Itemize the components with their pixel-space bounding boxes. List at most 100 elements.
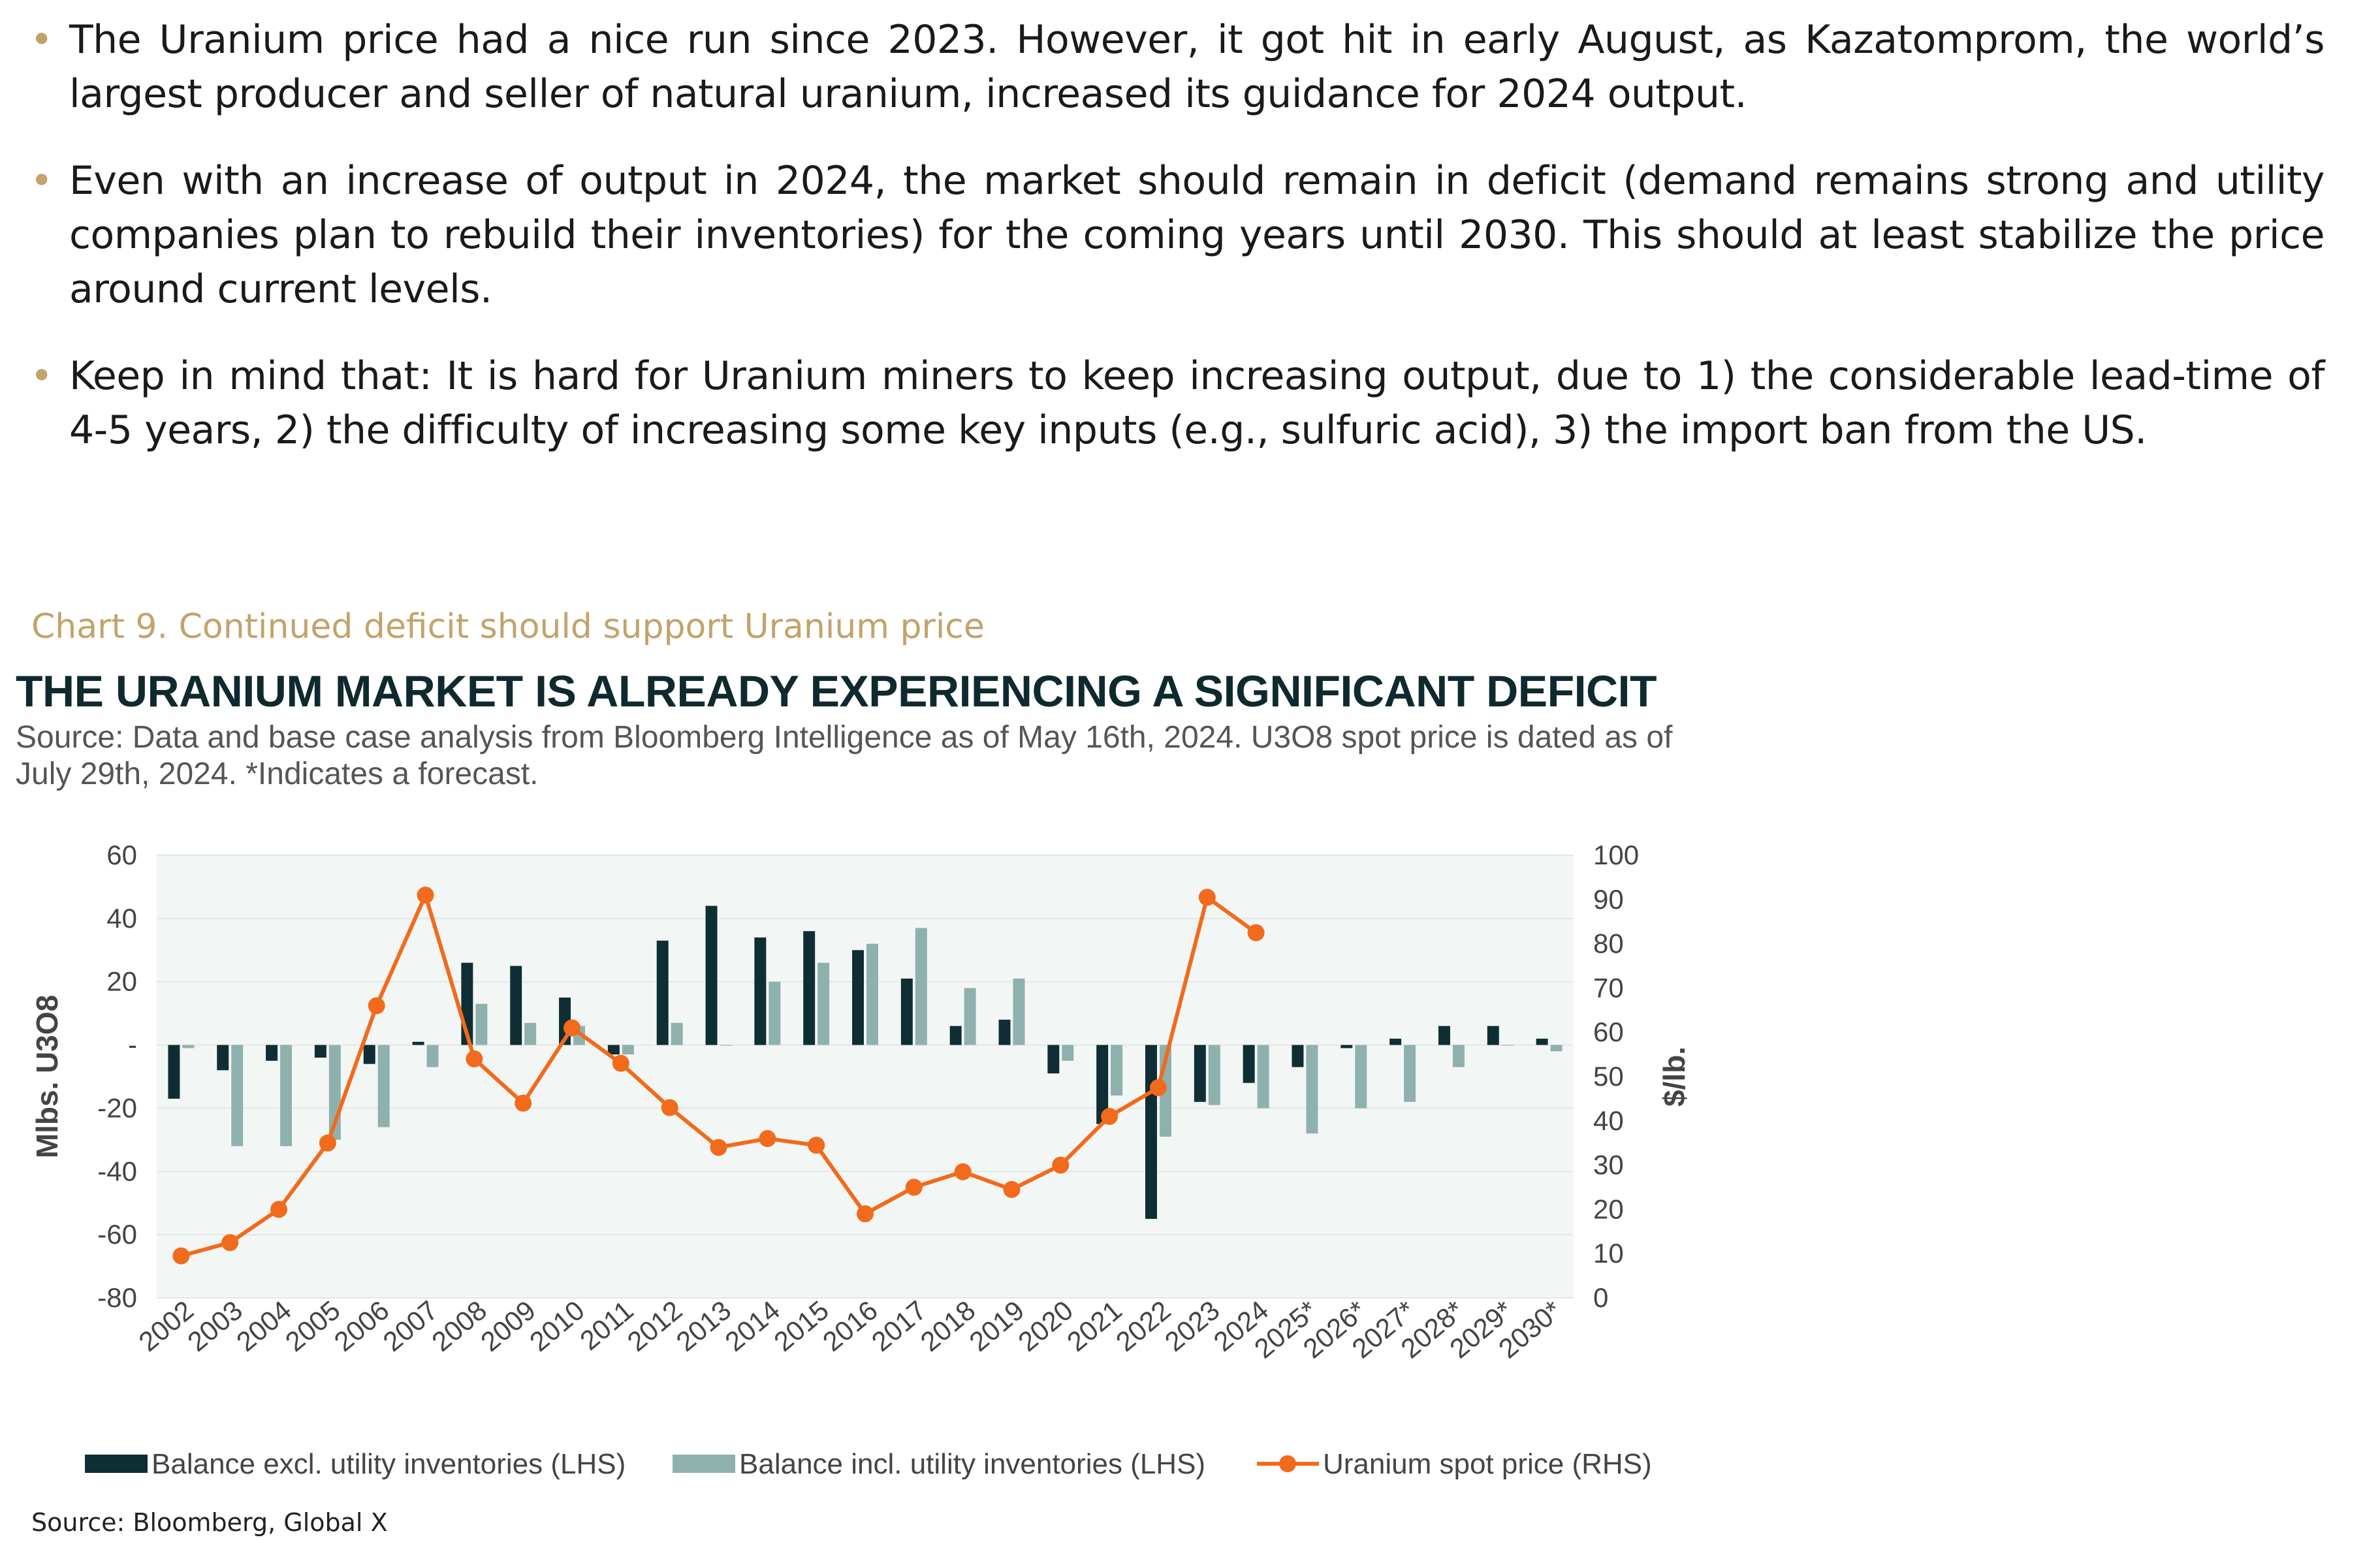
bar-balance-excl (1292, 1045, 1304, 1067)
chart-title: THE URANIUM MARKET IS ALREADY EXPERIENCI… (16, 667, 1657, 716)
bar-balance-incl (1550, 1045, 1563, 1052)
chart-subtitle: Source: Data and base case analysis from… (16, 720, 1673, 791)
left-tick-label: -60 (97, 1219, 137, 1250)
bar-balance-incl (817, 962, 830, 1045)
bar-balance-incl (1208, 1045, 1220, 1105)
right-tick-label: 80 (1593, 928, 1624, 959)
bar-balance-incl (231, 1045, 244, 1146)
x-tick-label: 2008 (426, 1295, 492, 1357)
x-tick-label: 2015 (768, 1295, 834, 1357)
bar-balance-excl (1438, 1026, 1450, 1045)
right-tick-label: 90 (1593, 884, 1624, 915)
bar-balance-incl (671, 1022, 683, 1045)
spot-price-point (319, 1134, 336, 1152)
bar-balance-incl (377, 1045, 390, 1128)
spot-price-point (221, 1234, 239, 1252)
bullet-dot-icon: • (30, 17, 53, 63)
legend-label-excl: Balance excl. utility inventories (LHS) (151, 1448, 626, 1480)
x-tick-label: 2010 (524, 1295, 590, 1357)
x-tick-label: 2002 (133, 1295, 199, 1357)
right-tick-label: 40 (1593, 1105, 1624, 1136)
bar-balance-excl (314, 1045, 326, 1058)
right-axis-title: $/lb. (1657, 1047, 1691, 1107)
bar-balance-excl (510, 966, 522, 1045)
spot-price-point (515, 1094, 532, 1112)
spot-price-point (661, 1099, 678, 1116)
bullet-list: • The Uranium price had a nice run since … (26, 13, 2325, 490)
bar-balance-excl (852, 950, 864, 1045)
spot-price-point (808, 1137, 825, 1154)
legend-swatch-excl (85, 1455, 148, 1473)
right-tick-label: 0 (1593, 1282, 1608, 1313)
bar-balance-excl (1389, 1038, 1402, 1045)
bar-balance-incl (1111, 1045, 1123, 1096)
legend-swatch-incl (673, 1455, 735, 1473)
x-tick-label: 2011 (574, 1295, 639, 1356)
bar-balance-incl (866, 943, 878, 1045)
bar-balance-excl (656, 940, 669, 1045)
bar-balance-excl (1487, 1026, 1499, 1045)
x-tick-label: 2003 (182, 1295, 248, 1357)
bullet-item: • The Uranium price had a nice run since … (26, 13, 2325, 121)
bar-balance-excl (1145, 1045, 1157, 1219)
bar-balance-incl (475, 1003, 488, 1045)
bar-balance-excl (1243, 1045, 1255, 1083)
bullet-dot-icon: • (30, 353, 53, 399)
spot-price-point (1003, 1180, 1021, 1198)
left-tick-label: 60 (106, 840, 137, 870)
bar-balance-excl (1047, 1045, 1060, 1074)
spot-price-point (759, 1129, 776, 1147)
spot-price-point (563, 1019, 581, 1037)
right-tick-label: 50 (1593, 1061, 1624, 1092)
legend-swatch-point (1279, 1455, 1296, 1472)
bar-balance-excl (266, 1045, 278, 1061)
spot-price-point (466, 1050, 483, 1067)
bar-balance-excl (705, 906, 718, 1045)
bar-balance-incl (182, 1045, 195, 1049)
left-tick-label: - (128, 1030, 137, 1060)
x-tick-label: 2004 (230, 1295, 297, 1357)
bar-balance-excl (1096, 1045, 1109, 1124)
bullet-text: Even with an increase of output in 2024,… (69, 158, 2325, 312)
bar-balance-incl (426, 1045, 439, 1067)
bar-balance-incl (1355, 1045, 1367, 1109)
spot-price-point (1052, 1156, 1070, 1174)
spot-price-point (1101, 1108, 1119, 1126)
x-tick-label: 2012 (622, 1295, 688, 1357)
bar-balance-incl (1306, 1045, 1318, 1134)
uranium-chart: 604020--20-40-60-80100908070605040302010… (30, 840, 1691, 1480)
bullet-item: • Keep in mind that: It is hard for Urani… (26, 349, 2325, 458)
right-tick-label: 20 (1593, 1193, 1624, 1224)
bar-balance-excl (949, 1026, 962, 1045)
right-tick-label: 100 (1593, 840, 1639, 870)
plot-area (157, 855, 1574, 1298)
x-tick-label: 2013 (671, 1295, 737, 1357)
bar-balance-excl (754, 937, 767, 1045)
bar-balance-excl (607, 1045, 620, 1055)
spot-price-point (612, 1054, 629, 1072)
left-axis-title: Mlbs. U3O8 (30, 995, 64, 1159)
x-tick-label: 2006 (328, 1295, 395, 1357)
bar-balance-incl (964, 988, 976, 1045)
right-tick-label: 60 (1593, 1017, 1624, 1047)
x-tick-label: 2021 (1061, 1295, 1128, 1357)
spot-price-point (857, 1205, 874, 1223)
x-tick-label: 2007 (377, 1295, 444, 1357)
x-tick-label: 2016 (817, 1295, 883, 1357)
bar-balance-incl (1013, 978, 1025, 1045)
spot-price-point (172, 1247, 190, 1265)
x-tick-label: 2005 (279, 1295, 346, 1357)
left-tick-label: -40 (97, 1156, 137, 1186)
left-tick-label: -20 (97, 1092, 137, 1123)
x-tick-label: 2017 (866, 1295, 932, 1357)
right-tick-label: 30 (1593, 1150, 1624, 1180)
bar-balance-excl (900, 978, 913, 1045)
spot-price-point (1198, 889, 1216, 906)
bar-balance-excl (363, 1045, 375, 1064)
bar-balance-excl (1194, 1045, 1206, 1102)
bar-balance-incl (1257, 1045, 1269, 1109)
left-tick-label: 20 (106, 966, 137, 997)
bar-balance-incl (769, 981, 781, 1045)
bar-balance-incl (622, 1045, 634, 1055)
left-tick-label: -80 (97, 1282, 137, 1313)
